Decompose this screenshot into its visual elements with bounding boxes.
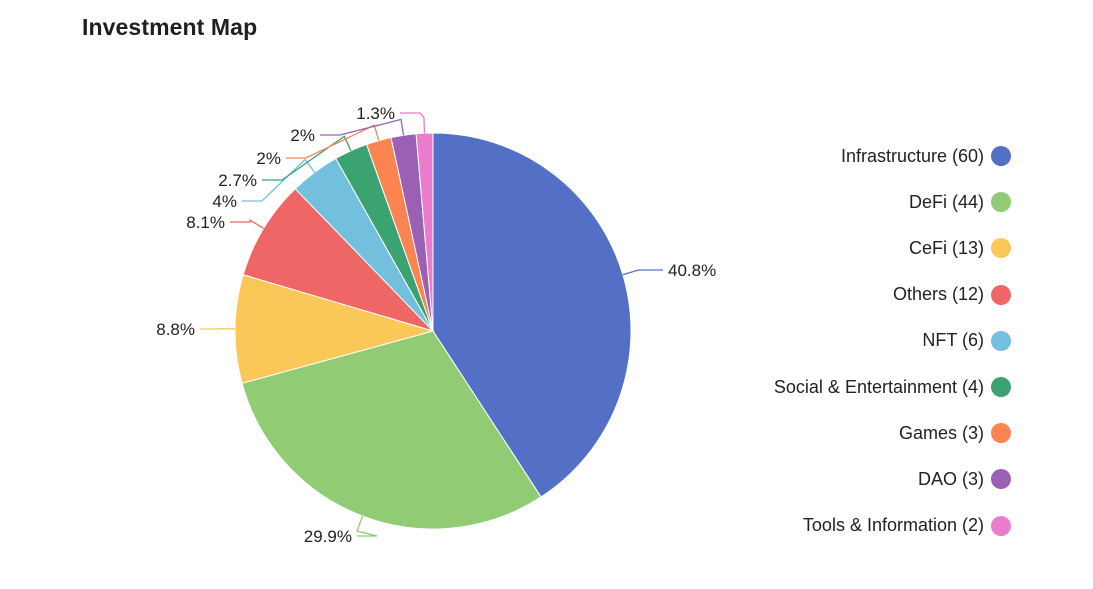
legend-label: Others (12): [892, 284, 984, 305]
legend-item[interactable]: DeFi (44): [774, 179, 1011, 225]
legend-color-dot-icon: [991, 238, 1011, 259]
legend-color-dot-icon: [991, 192, 1011, 213]
pie-slice[interactable]: [234, 274, 435, 384]
legend-color-dot-icon: [991, 146, 1011, 167]
slice-percent-label: 8.1%: [186, 213, 225, 232]
legend-item[interactable]: Games (3): [774, 410, 1011, 456]
chart-legend: Infrastructure (60) DeFi (44) CeFi (13) Oth…: [774, 133, 1011, 549]
legend-item[interactable]: Infrastructure (60): [774, 133, 1011, 179]
label-leader-line: [622, 269, 663, 276]
legend-color-dot-icon: [991, 284, 1011, 305]
legend-label: Infrastructure (60): [840, 145, 984, 166]
slice-percent-label: 2%: [256, 149, 281, 168]
legend-item[interactable]: NFT (6): [774, 318, 1011, 364]
label-leader-line: [356, 515, 378, 537]
legend-label: Tools & Information (2): [802, 515, 984, 536]
slice-percent-label: 29.9%: [304, 527, 352, 546]
label-leader-line: [262, 135, 352, 181]
label-leader-line: [242, 158, 316, 202]
slice-percent-label: 1.3%: [356, 104, 395, 123]
legend-color-dot-icon: [991, 377, 1011, 398]
label-leader-line: [320, 118, 405, 136]
legend-item[interactable]: Tools & Information (2): [774, 503, 1011, 549]
legend-label: CeFi (13): [908, 237, 984, 258]
label-leader-line: [400, 112, 426, 134]
slice-percent-label: 2.7%: [218, 171, 257, 190]
legend-label: DAO (3): [917, 468, 984, 489]
pie-chart: 40.8% 29.9% 8.8% 8.1% 4% 2.7% 2% 2% 1.3%: [156, 104, 716, 546]
label-leader-line: [286, 124, 380, 159]
legend-color-dot-icon: [991, 515, 1011, 536]
pie-slice[interactable]: [242, 188, 435, 333]
legend-label: Games (3): [898, 422, 984, 443]
legend-color-dot-icon: [991, 469, 1011, 490]
legend-label: Social & Entertainment (4): [773, 376, 984, 397]
legend-item[interactable]: Others (12): [774, 272, 1011, 318]
legend-item[interactable]: Social & Entertainment (4): [774, 364, 1011, 410]
legend-item[interactable]: CeFi (13): [774, 225, 1011, 271]
label-leader-line: [230, 218, 265, 229]
chart-title: Investment Map: [82, 14, 258, 40]
legend-color-dot-icon: [991, 423, 1011, 444]
slice-percent-label: 2%: [290, 126, 315, 145]
legend-label: DeFi (44): [908, 191, 984, 212]
slice-percent-label: 8.8%: [156, 320, 195, 339]
legend-color-dot-icon: [991, 330, 1011, 351]
slice-percent-label: 40.8%: [668, 261, 716, 280]
pie-slice[interactable]: [241, 330, 542, 530]
slice-percent-label: 4%: [212, 192, 237, 211]
legend-item[interactable]: DAO (3): [774, 456, 1011, 502]
legend-label: NFT (6): [922, 330, 984, 351]
